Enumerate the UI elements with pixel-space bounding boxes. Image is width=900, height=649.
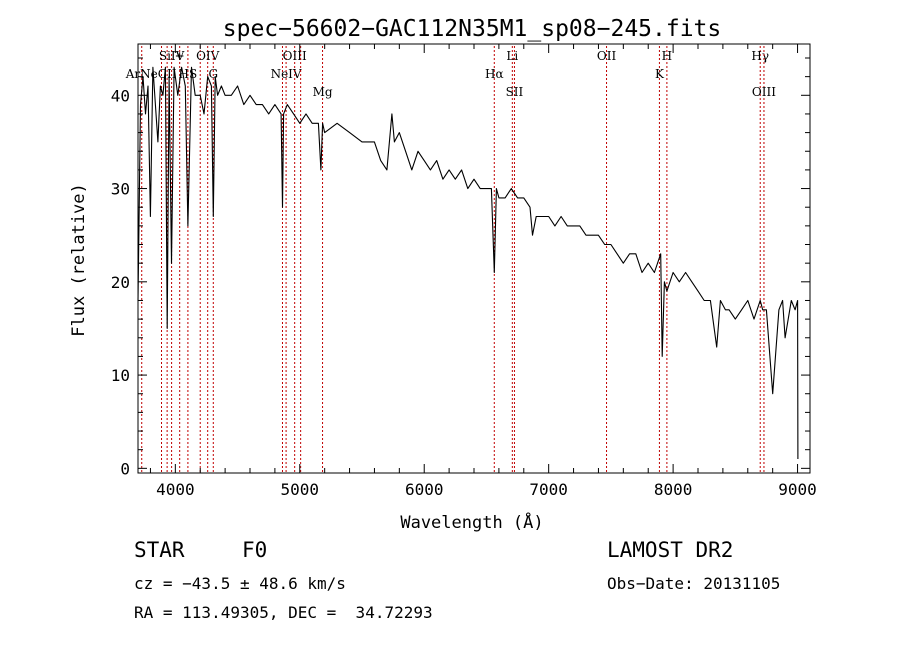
spectral-line-label: Mg [313, 85, 333, 99]
spectral-line-label: SII [506, 85, 524, 99]
spectral-line-label: NeIV [271, 67, 302, 81]
y-tick-label: 20 [111, 273, 130, 292]
spectral-subclass: F0 [242, 538, 268, 562]
y-tick-label: 40 [111, 86, 130, 105]
spectral-line-label: OIII [752, 85, 776, 99]
x-tick-label: 5000 [281, 480, 320, 499]
spectral-line-label: Hα [485, 67, 504, 81]
plot-frame [137, 43, 811, 474]
spectral-line-label: ArNe [125, 67, 158, 81]
y-axis-label: Flux (relative) [69, 183, 89, 337]
x-tick-label: 6000 [405, 480, 444, 499]
x-tick-label: 4000 [156, 480, 195, 499]
survey-name: LAMOST DR2 [607, 538, 734, 562]
spectral-line-label: Hγ [751, 49, 769, 63]
spectral-line-label: G [208, 67, 218, 81]
x-tick-label: 9000 [778, 480, 817, 499]
redshift-cz: cz = −43.5 ± 48.6 km/s [134, 574, 346, 593]
spectral-line-label: + [175, 49, 185, 63]
spectrum-series-line [137, 66, 799, 460]
y-tick-label: 0 [120, 459, 130, 478]
spectral-line-label: OIII [283, 49, 307, 63]
object-class: STAR [134, 538, 185, 562]
chart-title: spec−56602−GAC112N35M1_sp08−245.fits [223, 16, 722, 42]
y-tick-label: 30 [111, 180, 130, 199]
spectral-line-label: SiIV [159, 49, 185, 63]
axis-ticks: 4000 5000 6000 7000 8000 9000 0 10 20 30 40 [111, 44, 817, 499]
observation-date: Obs−Date: 20131105 [607, 574, 781, 593]
x-tick-label: 7000 [529, 480, 568, 499]
y-tick-label: 10 [111, 366, 130, 385]
spectral-line-label: K [655, 67, 665, 81]
x-axis-label: Wavelength (Å) [400, 511, 543, 533]
x-tick-label: 8000 [654, 480, 693, 499]
spectral-line-label: OII [597, 49, 617, 63]
spectral-line-label: OIV [196, 49, 220, 63]
spectral-line-label: Li [506, 49, 518, 63]
spectral-line-label: H [662, 49, 672, 63]
sky-coordinates: RA = 113.49305, DEC = 34.72293 [134, 603, 433, 622]
